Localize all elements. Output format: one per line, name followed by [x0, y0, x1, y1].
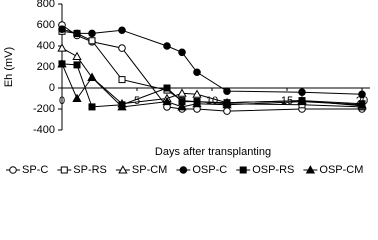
marker [223, 107, 231, 115]
x-tick-label: 5 [134, 95, 140, 107]
marker [298, 88, 306, 96]
y-tick-label: 0 [49, 82, 55, 94]
legend-item: OSP-CM [303, 164, 363, 176]
marker [57, 59, 67, 68]
marker [72, 51, 82, 60]
series-line [61, 24, 362, 112]
marker [163, 84, 171, 92]
marker [223, 87, 231, 95]
legend-label: OSP-C [192, 164, 227, 176]
legend-item: OSP-C [176, 164, 227, 176]
page: {"chart_data": {"type": "line", "y_label… [2, 0, 370, 176]
y-tick-label: 800 [37, 0, 55, 10]
x-tick-label: 10 [206, 95, 218, 107]
marker [87, 72, 97, 81]
marker [117, 102, 127, 111]
marker [239, 166, 247, 174]
legend-item: SP-CM [115, 164, 167, 176]
legend-item: SP-C [6, 164, 48, 176]
marker [57, 43, 67, 52]
marker [357, 99, 367, 109]
chart: Eh (mV) Days after transplanting -400 -20… [3, 0, 370, 176]
marker [118, 44, 126, 52]
marker [118, 165, 128, 174]
marker [162, 96, 172, 106]
legend-item: SP-RS [57, 164, 107, 176]
y-tick-label: -200 [33, 103, 55, 115]
marker [58, 25, 66, 34]
marker [179, 166, 188, 174]
x-axis-title: Days after transplanting [155, 146, 271, 158]
legend-label: OSP-RS [252, 164, 294, 176]
marker [177, 88, 187, 97]
y-axis-title: Eh (mV) [3, 47, 15, 87]
marker [118, 26, 126, 35]
marker [72, 93, 82, 102]
y-tick-label: 400 [37, 40, 55, 52]
y-tick-label: 200 [37, 61, 55, 73]
series-line [61, 63, 363, 108]
marker [193, 68, 201, 77]
legend-item: OSP-RS [236, 164, 294, 176]
marker [118, 76, 126, 84]
marker [88, 37, 96, 45]
marker [358, 90, 366, 99]
legend-label: SP-RS [73, 164, 107, 176]
marker [88, 103, 96, 111]
marker [297, 96, 307, 106]
marker [192, 89, 202, 98]
marker [88, 29, 96, 38]
legend-label: SP-C [22, 164, 48, 176]
legend-label: SP-CM [132, 164, 167, 176]
legend: SP-C SP-RS SP-CM OSP-C OSP-RS OSP-CM [6, 164, 363, 176]
marker [178, 48, 186, 57]
series-line [61, 63, 363, 108]
y-tick-label: -400 [33, 124, 55, 136]
marker [305, 165, 316, 174]
marker [60, 166, 68, 174]
marker [163, 42, 171, 50]
marker [9, 166, 17, 174]
x-tick-label: 0 [59, 95, 65, 107]
marker [177, 102, 187, 111]
legend-label: OSP-CM [319, 164, 363, 176]
marker [73, 61, 81, 69]
marker [222, 99, 232, 109]
series-line [61, 28, 363, 95]
marker [73, 29, 81, 38]
marker [192, 98, 202, 108]
y-tick-label: 600 [37, 19, 55, 31]
